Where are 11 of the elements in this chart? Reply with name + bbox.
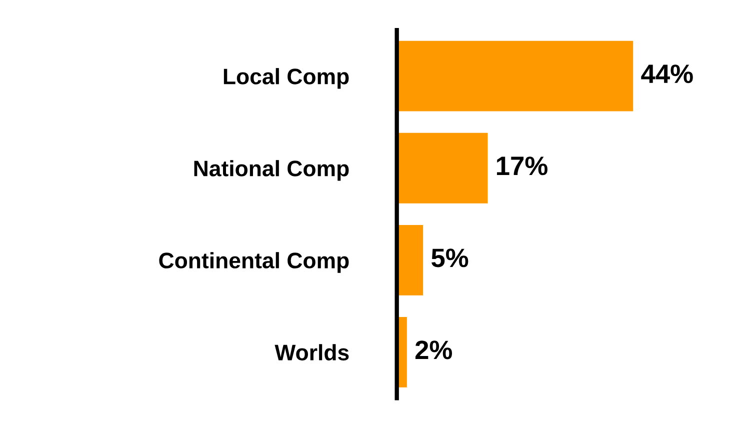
y-tick-label: Worlds <box>274 344 349 360</box>
data-label: 17% <box>496 156 548 176</box>
bar <box>396 40 634 113</box>
data-label: 2% <box>415 340 452 360</box>
y-tick-label: Continental Comp <box>159 252 349 273</box>
y-tick-label: Local Comp <box>224 68 349 89</box>
y-tick-label: National Comp <box>194 160 349 181</box>
data-label: 44% <box>641 64 693 84</box>
bar <box>396 132 490 205</box>
data-label: 5% <box>432 248 468 268</box>
bar <box>396 224 424 297</box>
